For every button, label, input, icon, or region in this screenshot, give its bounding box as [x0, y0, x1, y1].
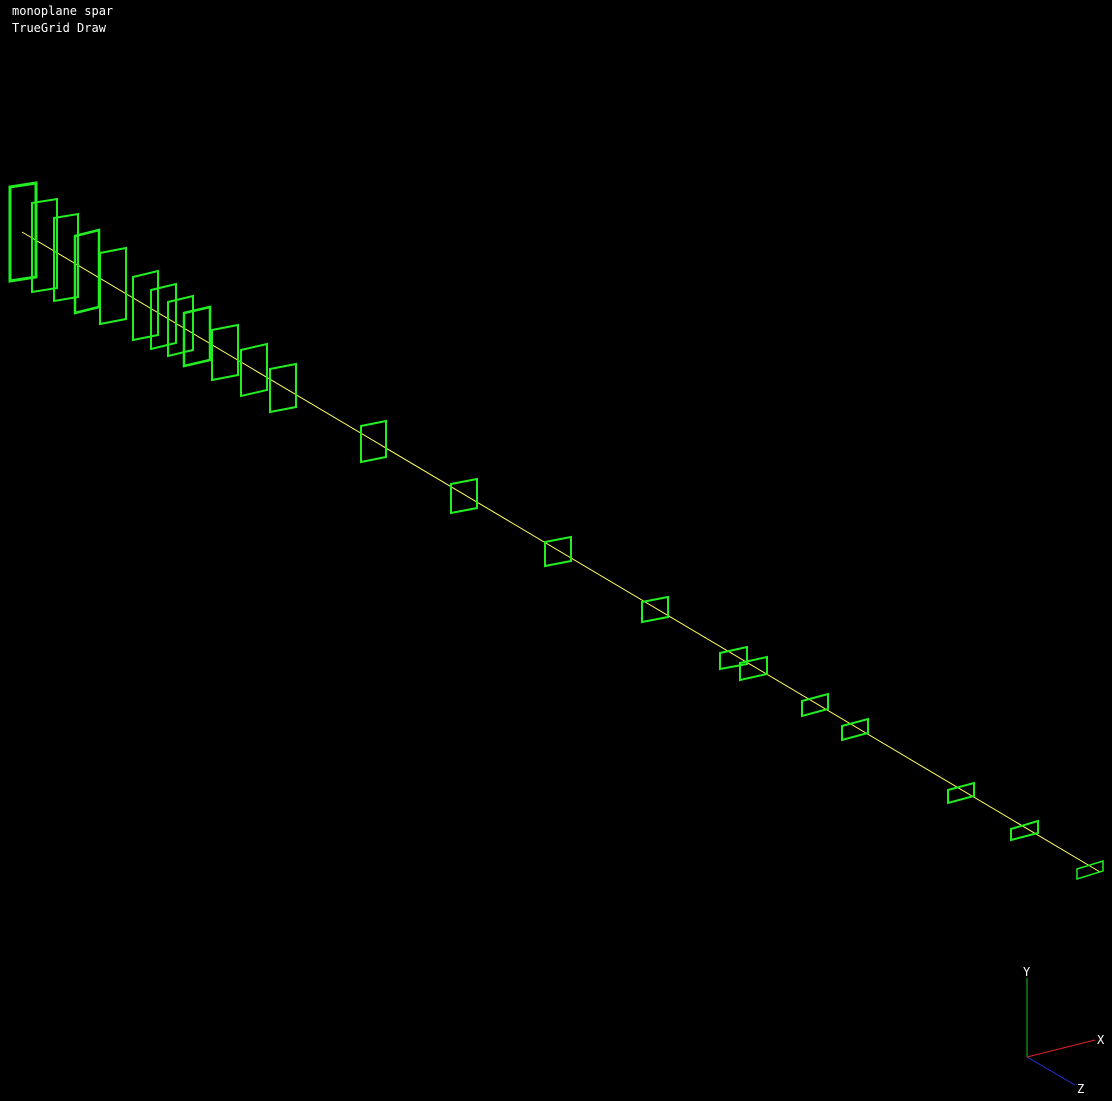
- rib-outline-18: [739, 655, 768, 682]
- rib-outline-8: [167, 294, 194, 358]
- rib-outline-13: [360, 419, 387, 464]
- x-axis-label: X: [1097, 1033, 1105, 1047]
- rib-outline-7: [150, 282, 177, 351]
- y-axis-label: Y: [1023, 965, 1031, 979]
- rib-outline-11: [240, 342, 268, 398]
- rib-outline-22: [1010, 819, 1039, 842]
- rib-outline-23: [1076, 859, 1104, 881]
- rib-outline-2: [31, 197, 58, 294]
- rib-outline-17: [719, 645, 748, 671]
- rib-outline-5: [99, 246, 127, 326]
- rib-outline-16: [641, 595, 669, 624]
- rib-sections: [8, 181, 1104, 881]
- rib-outline-15: [544, 535, 572, 568]
- app-name: TrueGrid Draw: [12, 21, 106, 35]
- rib-outline-9: [182, 305, 212, 368]
- rib-outline-10: [211, 323, 239, 382]
- rib-outline-12: [269, 362, 297, 414]
- rib-outline-14: [450, 477, 478, 515]
- rib-outline-6: [132, 269, 159, 342]
- z-axis-line: [1026, 1056, 1076, 1086]
- rib-outline-20: [841, 717, 869, 742]
- title-block: monoplane spar TrueGrid Draw: [12, 3, 113, 37]
- model-title: monoplane spar: [12, 4, 114, 18]
- rib-outline-3: [53, 212, 79, 303]
- rib-outline-19: [801, 692, 829, 718]
- z-axis-label: Z: [1077, 1082, 1084, 1096]
- x-axis-line: [1026, 1039, 1096, 1058]
- coordinate-triad: Y X Z: [1023, 965, 1105, 1096]
- rib-outline-21: [947, 781, 975, 805]
- spar-centerline: [21, 231, 1101, 873]
- rib-outline-1: [8, 181, 38, 283]
